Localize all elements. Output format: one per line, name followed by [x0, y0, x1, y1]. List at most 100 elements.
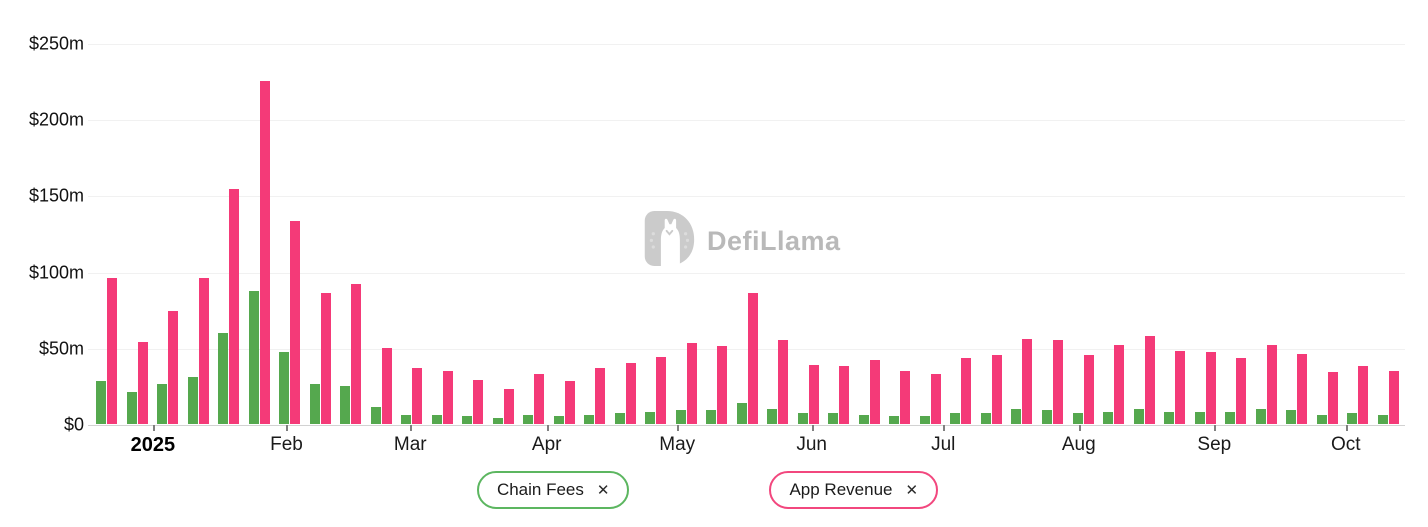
y-axis-label: $0: [63, 414, 84, 435]
bar-pair: [309, 292, 331, 424]
bar-pair: [126, 341, 148, 424]
x-axis-tick: [1345, 425, 1348, 431]
bar-chain-fees: [675, 410, 686, 424]
bar-app-revenue: [656, 356, 667, 424]
bar-pair: [340, 283, 362, 424]
bar-chain-fees: [980, 413, 991, 424]
bar-chain-fees: [340, 385, 351, 424]
close-icon[interactable]: ✕: [596, 481, 610, 499]
bar-app-revenue: [1388, 370, 1399, 424]
legend-label-app-revenue: App Revenue: [789, 480, 893, 499]
bar-chain-fees: [157, 384, 168, 424]
bar-app-revenue: [198, 277, 209, 424]
defillama-watermark: DefiLlama: [640, 208, 841, 274]
bar-pair: [218, 189, 240, 424]
x-axis-label-apr: Apr: [531, 434, 562, 455]
y-axis-label: $100m: [28, 262, 84, 283]
bar-app-revenue: [1236, 358, 1247, 424]
bar-chain-fees: [248, 291, 259, 424]
bar-app-revenue: [534, 373, 545, 424]
y-axis-label: $200m: [28, 109, 84, 130]
bar-pair: [1164, 350, 1186, 424]
bar-chain-fees: [1225, 411, 1236, 424]
bar-pair: [157, 311, 179, 424]
bar-pair: [1072, 355, 1094, 424]
x-axis-tick: [410, 425, 413, 431]
x-axis-label-jun: Jun: [796, 434, 828, 455]
bar-chain-fees: [279, 352, 290, 424]
bar-app-revenue: [778, 340, 789, 424]
bar-app-revenue: [747, 292, 758, 424]
bar-chain-fees: [889, 416, 900, 424]
bar-pair: [828, 366, 850, 424]
bar-app-revenue: [686, 343, 697, 424]
chart-legend: Chain Fees ✕ App Revenue ✕: [0, 471, 1428, 509]
bar-chain-fees: [645, 411, 656, 424]
bar-chain-fees: [1133, 408, 1144, 424]
bar-chain-fees: [797, 413, 808, 424]
bar-app-revenue: [473, 379, 484, 424]
close-icon[interactable]: ✕: [905, 481, 919, 499]
bar-chain-fees: [96, 381, 106, 424]
bar-pair: [1347, 366, 1369, 424]
bar-app-revenue: [1266, 344, 1277, 424]
bar-chain-fees: [1316, 414, 1327, 424]
bar-pair: [614, 363, 636, 424]
bar-chain-fees: [828, 413, 839, 424]
y-axis-label: $250m: [28, 33, 84, 54]
bar-app-revenue: [412, 367, 423, 424]
bar-chain-fees: [1377, 414, 1388, 424]
bar-pair: [1041, 340, 1063, 424]
bars-layer: [88, 43, 1405, 424]
bar-pair: [950, 358, 972, 424]
bar-chain-fees: [858, 414, 869, 424]
bar-chain-fees: [1347, 413, 1358, 424]
plot-area: [88, 43, 1405, 426]
x-axis-label-mar: Mar: [393, 434, 427, 455]
bar-chain-fees: [187, 376, 198, 424]
bar-pair: [980, 355, 1002, 424]
bar-app-revenue: [290, 221, 301, 424]
bar-app-revenue: [107, 277, 117, 424]
bar-pair: [889, 370, 911, 424]
bar-pair: [96, 277, 117, 424]
legend-pill-app-revenue[interactable]: App Revenue ✕: [769, 471, 939, 509]
bar-pair: [523, 373, 545, 424]
bar-app-revenue: [1114, 344, 1125, 424]
y-axis-label: $150m: [28, 185, 84, 206]
bar-pair: [1133, 335, 1155, 424]
gridline-100m: [88, 272, 1405, 274]
x-axis-label-2025: 2025: [130, 434, 176, 456]
bar-app-revenue: [1022, 338, 1033, 424]
y-axis-label: $50m: [38, 338, 84, 359]
bar-pair: [1286, 353, 1308, 424]
bar-pair: [431, 370, 453, 424]
gridline-150m: [88, 196, 1405, 198]
bar-app-revenue: [320, 292, 331, 424]
x-axis-label-oct: Oct: [1330, 434, 1361, 455]
bar-pair: [1377, 370, 1399, 424]
bar-app-revenue: [1144, 335, 1155, 424]
bar-app-revenue: [137, 341, 148, 424]
bar-pair: [584, 367, 606, 424]
bar-chain-fees: [309, 384, 320, 424]
legend-pill-chain-fees[interactable]: Chain Fees ✕: [476, 471, 630, 509]
bar-pair: [1103, 344, 1125, 424]
bar-pair: [462, 379, 484, 424]
bar-chain-fees: [401, 414, 412, 424]
bar-pair: [767, 340, 789, 424]
bar-app-revenue: [900, 370, 911, 424]
bar-chain-fees: [706, 410, 717, 424]
x-axis-tick: [811, 425, 814, 431]
bar-app-revenue: [381, 347, 392, 424]
bar-chain-fees: [950, 413, 961, 424]
bar-app-revenue: [1297, 353, 1308, 424]
bar-chain-fees: [767, 408, 778, 424]
x-axis-label-feb: Feb: [270, 434, 303, 455]
bar-chain-fees: [1255, 408, 1266, 424]
x-axis-tick: [1214, 425, 1217, 431]
x-axis-label-may: May: [659, 434, 696, 455]
bar-pair: [187, 277, 209, 424]
bar-app-revenue: [1358, 366, 1369, 424]
bar-chain-fees: [614, 413, 625, 424]
